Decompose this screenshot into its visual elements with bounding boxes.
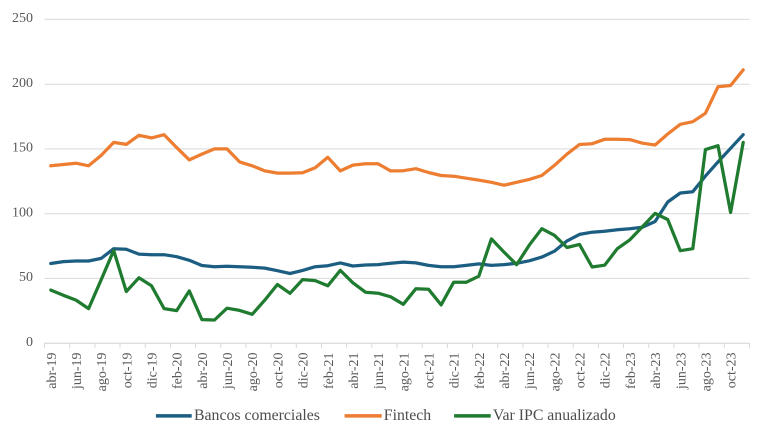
svg-text:dic-22: dic-22	[599, 353, 614, 389]
svg-text:jun-20: jun-20	[221, 353, 236, 391]
svg-text:jun-19: jun-19	[70, 353, 85, 391]
svg-text:abr-21: abr-21	[347, 353, 362, 389]
svg-text:100: 100	[12, 206, 33, 221]
svg-text:jun-23: jun-23	[674, 353, 689, 391]
svg-text:abr-23: abr-23	[649, 353, 664, 389]
svg-text:feb-23: feb-23	[624, 353, 639, 390]
svg-text:feb-20: feb-20	[171, 353, 186, 390]
svg-text:oct-19: oct-19	[120, 353, 135, 389]
svg-text:Bancos comerciales: Bancos comerciales	[194, 407, 320, 424]
svg-text:Fintech: Fintech	[384, 407, 431, 424]
svg-text:dic-19: dic-19	[146, 353, 161, 389]
svg-text:250: 250	[12, 11, 33, 26]
svg-text:ago-20: ago-20	[246, 353, 261, 392]
svg-text:oct-23: oct-23	[725, 353, 740, 389]
svg-text:oct-21: oct-21	[423, 353, 438, 389]
svg-text:feb-21: feb-21	[322, 353, 337, 390]
svg-text:ago-19: ago-19	[95, 353, 110, 392]
svg-text:oct-22: oct-22	[574, 353, 589, 389]
svg-text:150: 150	[12, 141, 33, 156]
svg-text:dic-20: dic-20	[297, 353, 312, 389]
svg-text:feb-22: feb-22	[473, 353, 488, 390]
svg-text:abr-19: abr-19	[45, 353, 60, 389]
svg-text:abr-22: abr-22	[498, 353, 513, 389]
svg-text:Var IPC anualizado: Var IPC anualizado	[493, 407, 616, 424]
svg-text:jun-21: jun-21	[372, 353, 387, 391]
svg-text:ago-22: ago-22	[548, 353, 563, 392]
svg-text:oct-20: oct-20	[271, 353, 286, 389]
svg-text:abr-20: abr-20	[196, 353, 211, 389]
svg-text:dic-21: dic-21	[448, 353, 463, 389]
svg-text:ago-23: ago-23	[699, 353, 714, 392]
svg-text:jun-22: jun-22	[523, 353, 538, 391]
svg-text:0: 0	[26, 335, 33, 350]
svg-text:200: 200	[12, 76, 33, 91]
svg-text:ago-21: ago-21	[397, 353, 412, 392]
svg-text:50: 50	[19, 270, 33, 285]
